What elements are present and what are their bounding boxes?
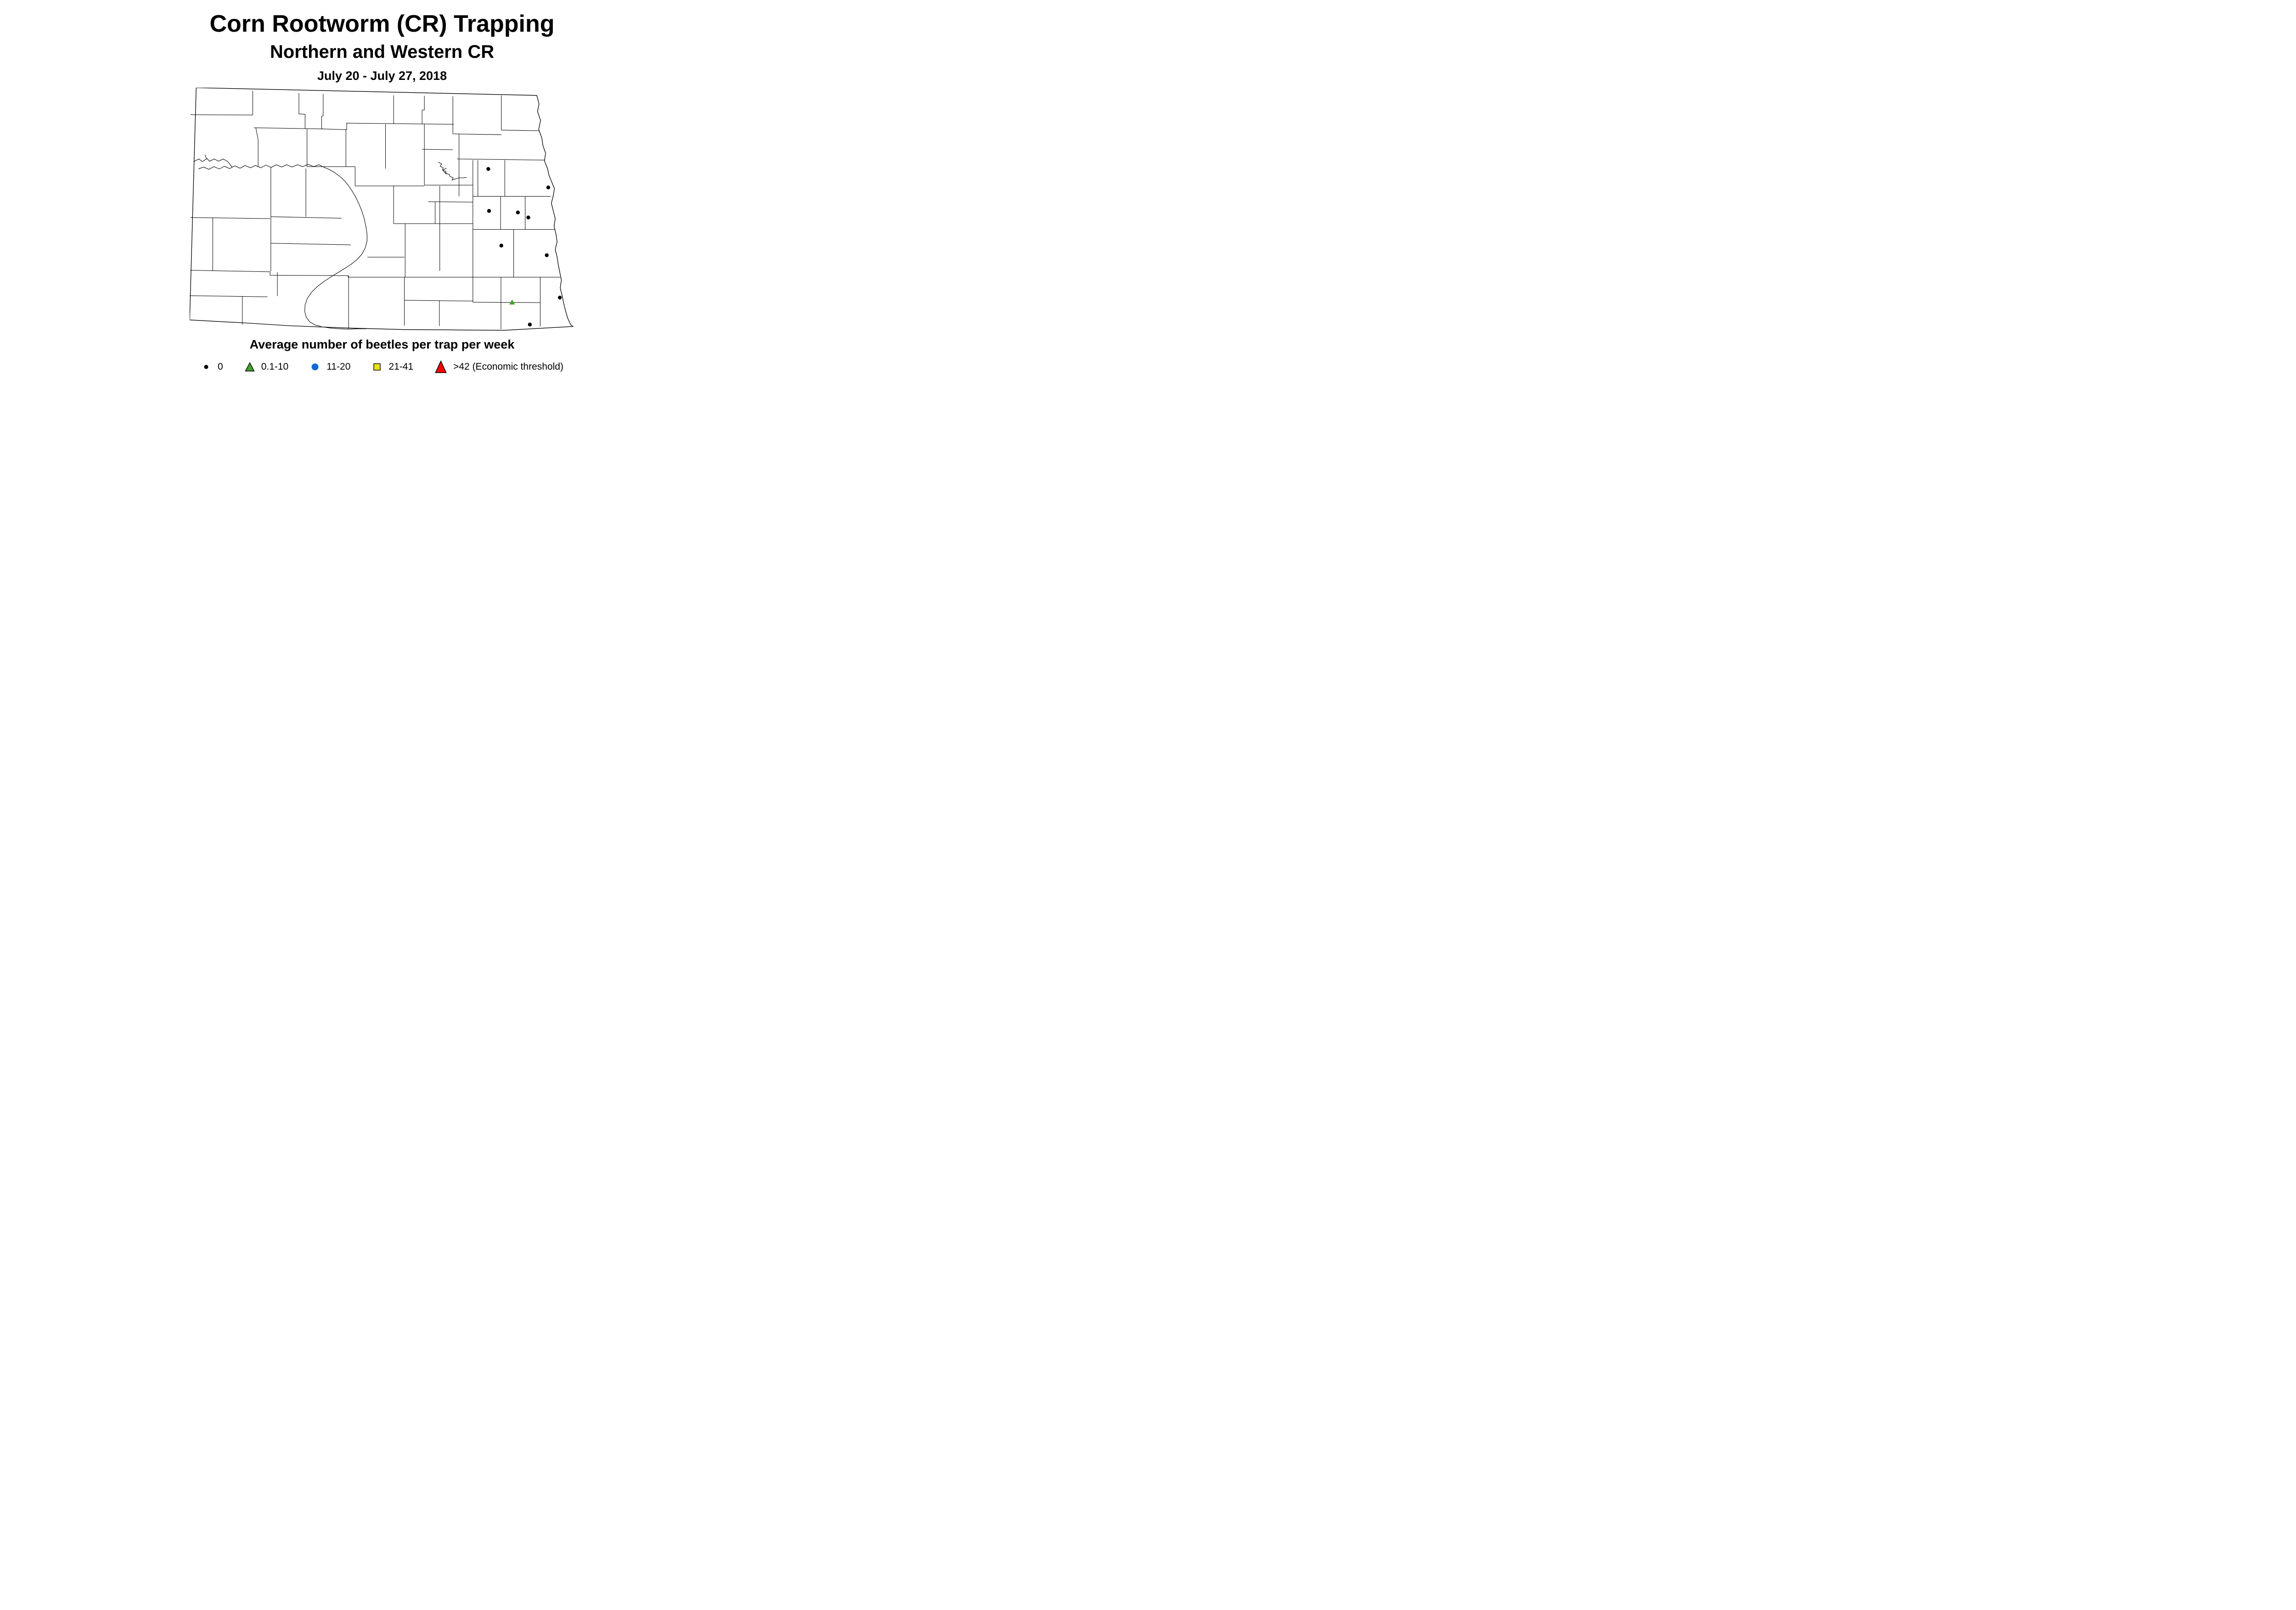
county-boundary [190,295,268,297]
county-boundary [190,270,560,277]
date-range: July 20 - July 27, 2018 [317,69,447,83]
county-boundary [457,158,545,161]
legend-item-11-20: 11-20 [310,361,350,372]
devils-lake [438,162,467,181]
legend-dot-icon [204,365,208,369]
map-marker-triangle [509,299,515,305]
legend-item-21-41: 21-41 [371,361,413,372]
legend-item-label: 0.1-10 [261,361,289,372]
map-marker-dot [546,185,551,190]
corn-rootworm-figure: Corn Rootworm (CR) Trapping Northern and… [0,0,764,374]
county-boundary [255,127,259,167]
county-boundary [422,96,425,124]
legend-square-icon [373,363,381,371]
legend: 0 0.1-10 11-20 21-41 >42 (Economic threshold… [201,360,563,374]
county-boundary [501,129,539,131]
legend-large-triangle-icon [435,360,447,373]
legend-circle-icon [311,363,319,371]
county-boundary [253,127,323,129]
map-marker-dot [486,167,490,171]
legend-item-0: 0 [201,361,223,372]
county-boundary [321,123,454,130]
map-marker-dot [516,210,520,214]
legend-item-label: 11-20 [326,361,351,372]
missouri-river [193,158,232,167]
map-marker-dot [499,243,503,248]
legend-triangle-icon [245,362,255,372]
devils-lake [443,168,447,174]
figure-page: Corn Rootworm (CR) Trapping Northern and… [0,0,764,402]
nd-map-svg [190,87,574,331]
state-outline [190,87,574,331]
legend-item--42-economic-threshold-: >42 (Economic threshold) [434,360,563,374]
map-marker-dot [526,215,530,220]
legend-item-label: >42 (Economic threshold) [453,361,563,372]
county-boundary [422,149,453,150]
legend-item-label: 0 [218,361,223,372]
missouri-river [198,164,368,330]
county-boundary [473,302,540,303]
county-boundary [270,216,342,219]
north-dakota-map [190,87,574,331]
map-marker-dot [557,295,562,300]
county-boundary [321,94,324,129]
legend-title: Average number of beetles per trap per w… [249,337,515,351]
county-boundary [190,217,270,219]
legend-item-label: 21-41 [388,361,414,372]
county-boundary [270,243,351,245]
county-boundary [298,93,305,129]
figure-subtitle: Northern and Western CR [270,42,495,62]
legend-item-0.1-10: 0.1-10 [244,361,289,372]
page-title: Corn Rootworm (CR) Trapping [209,11,555,37]
county-boundary [404,300,473,301]
missouri-river [205,154,207,159]
county-boundary [453,134,501,135]
map-marker-dot [545,253,549,257]
map-marker-dot [487,209,491,213]
map-marker-dot [528,322,532,327]
